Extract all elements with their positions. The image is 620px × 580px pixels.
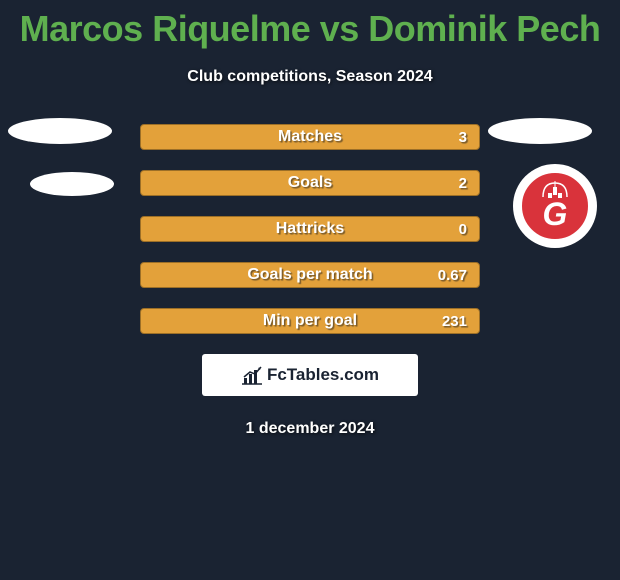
stat-label: Goals bbox=[288, 174, 332, 192]
stat-value: 231 bbox=[442, 313, 467, 330]
subtitle: Club competitions, Season 2024 bbox=[0, 68, 620, 86]
right-ellipse-1 bbox=[488, 118, 592, 144]
stat-bar-hattricks: Hattricks 0 bbox=[140, 216, 480, 242]
stat-bar-goals: Goals 2 bbox=[140, 170, 480, 196]
badge-letter: G bbox=[543, 196, 568, 233]
stat-label: Min per goal bbox=[263, 312, 357, 330]
left-ellipse-2 bbox=[30, 172, 114, 196]
stats-area: G Matches 3 Goals 2 Hattricks 0 Goals pe… bbox=[0, 124, 620, 334]
fctables-label: FcTables.com bbox=[267, 365, 379, 385]
stat-label: Matches bbox=[278, 128, 342, 146]
stat-bars: Matches 3 Goals 2 Hattricks 0 Goals per … bbox=[140, 124, 480, 334]
stat-bar-min-per-goal: Min per goal 231 bbox=[140, 308, 480, 334]
fctables-watermark: FcTables.com bbox=[202, 354, 418, 396]
stat-value: 3 bbox=[459, 129, 467, 146]
stat-bar-goals-per-match: Goals per match 0.67 bbox=[140, 262, 480, 288]
page-title: Marcos Riquelme vs Dominik Pech bbox=[0, 0, 620, 50]
stat-value: 0 bbox=[459, 221, 467, 238]
stat-label: Goals per match bbox=[247, 266, 372, 284]
stat-label: Hattricks bbox=[276, 220, 344, 238]
left-ellipse-1 bbox=[8, 118, 112, 144]
team-badge: G bbox=[519, 170, 591, 242]
stat-bar-matches: Matches 3 bbox=[140, 124, 480, 150]
team-logo-right: G bbox=[513, 164, 597, 248]
stat-value: 2 bbox=[459, 175, 467, 192]
stat-value: 0.67 bbox=[438, 267, 467, 284]
chart-icon bbox=[241, 365, 263, 385]
date-label: 1 december 2024 bbox=[0, 420, 620, 438]
